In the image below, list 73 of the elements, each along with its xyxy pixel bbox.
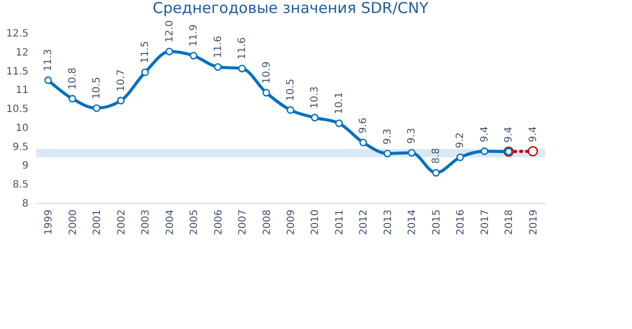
point	[432, 168, 440, 177]
x-tick-label: 2004	[164, 210, 176, 235]
point	[117, 96, 125, 104]
point	[92, 104, 100, 112]
x-tick-label: 2001	[92, 210, 104, 235]
data-label: 9.4	[479, 126, 490, 142]
x-tick-label: 2019	[528, 210, 540, 235]
x-tick-label: 2007	[238, 210, 249, 235]
x-tick-label: 2013	[382, 210, 394, 235]
y-tick-label: 11.5	[6, 66, 28, 78]
point	[190, 52, 198, 60]
point	[286, 106, 294, 114]
x-tick-label: 2000	[68, 210, 79, 235]
point	[408, 148, 416, 157]
data-label: 10.7	[116, 69, 127, 92]
x-tick-label: 2014	[407, 210, 418, 235]
point	[528, 146, 538, 156]
x-tick-label: 2002	[116, 210, 128, 235]
data-label: 11.6	[212, 36, 224, 58]
y-tick-label: 9	[22, 160, 28, 172]
x-tick-label: 2005	[189, 210, 200, 235]
y-tick-label: 8.5	[12, 180, 28, 191]
data-label: 11.3	[43, 48, 54, 72]
data-label: 11.6	[237, 37, 248, 60]
y-tick-label: 10.5	[6, 104, 28, 116]
y-tick-label: 10	[16, 122, 28, 134]
point	[238, 64, 246, 72]
x-tick-label: 2011	[334, 210, 346, 235]
data-label: 10.8	[67, 67, 78, 90]
data-label: 9.3	[382, 128, 394, 145]
data-label: 10.9	[261, 61, 272, 84]
x-tick-label: 2009	[286, 210, 297, 235]
data-label: 10.1	[334, 92, 345, 114]
point	[384, 150, 392, 158]
point	[68, 94, 76, 103]
point	[480, 147, 488, 156]
data-label: 10.5	[286, 78, 296, 102]
y-tick-label: 11	[16, 85, 28, 96]
data-label: 11.9	[188, 24, 200, 47]
data-label: 9.2	[455, 132, 466, 148]
x-tick-label: 2003	[140, 210, 152, 235]
data-label: 9.3	[406, 128, 418, 144]
data-label: 10.3	[310, 86, 321, 109]
data-label: 9.4	[504, 126, 515, 143]
point	[44, 76, 52, 84]
data-label: 9.6	[358, 118, 370, 134]
x-tick-label: 2017	[480, 210, 491, 235]
data-label: 12.0	[164, 20, 176, 43]
point	[262, 88, 270, 96]
x-tick-label: 2012	[358, 210, 370, 235]
data-label: 10.5	[92, 76, 103, 100]
x-tick-label: 2010	[310, 210, 322, 235]
x-tick-label: 1999	[44, 210, 55, 235]
x-tick-label: 2015	[431, 210, 442, 235]
point	[359, 138, 368, 146]
y-tick-label: 12	[16, 47, 28, 58]
data-label: 8.8	[430, 148, 442, 164]
chart-title: Среднегодовые значения SDR/CNY	[152, 0, 430, 18]
x-tick-label: 2008	[262, 210, 273, 235]
point	[456, 153, 464, 162]
x-tick-label: 2006	[213, 210, 224, 235]
x-tick-label: 2018	[504, 210, 516, 235]
point	[166, 48, 174, 56]
data-label: 9.4	[528, 126, 539, 142]
x-tick-label: 2016	[456, 210, 467, 235]
point	[335, 119, 343, 128]
point	[141, 68, 149, 76]
y-tick-label: 12.5	[6, 28, 28, 40]
point	[310, 114, 319, 122]
y-tick-label: 9.5	[12, 142, 28, 153]
y-tick-label: 8	[22, 198, 28, 210]
point	[214, 63, 222, 71]
data-label: 11.5	[140, 41, 152, 64]
